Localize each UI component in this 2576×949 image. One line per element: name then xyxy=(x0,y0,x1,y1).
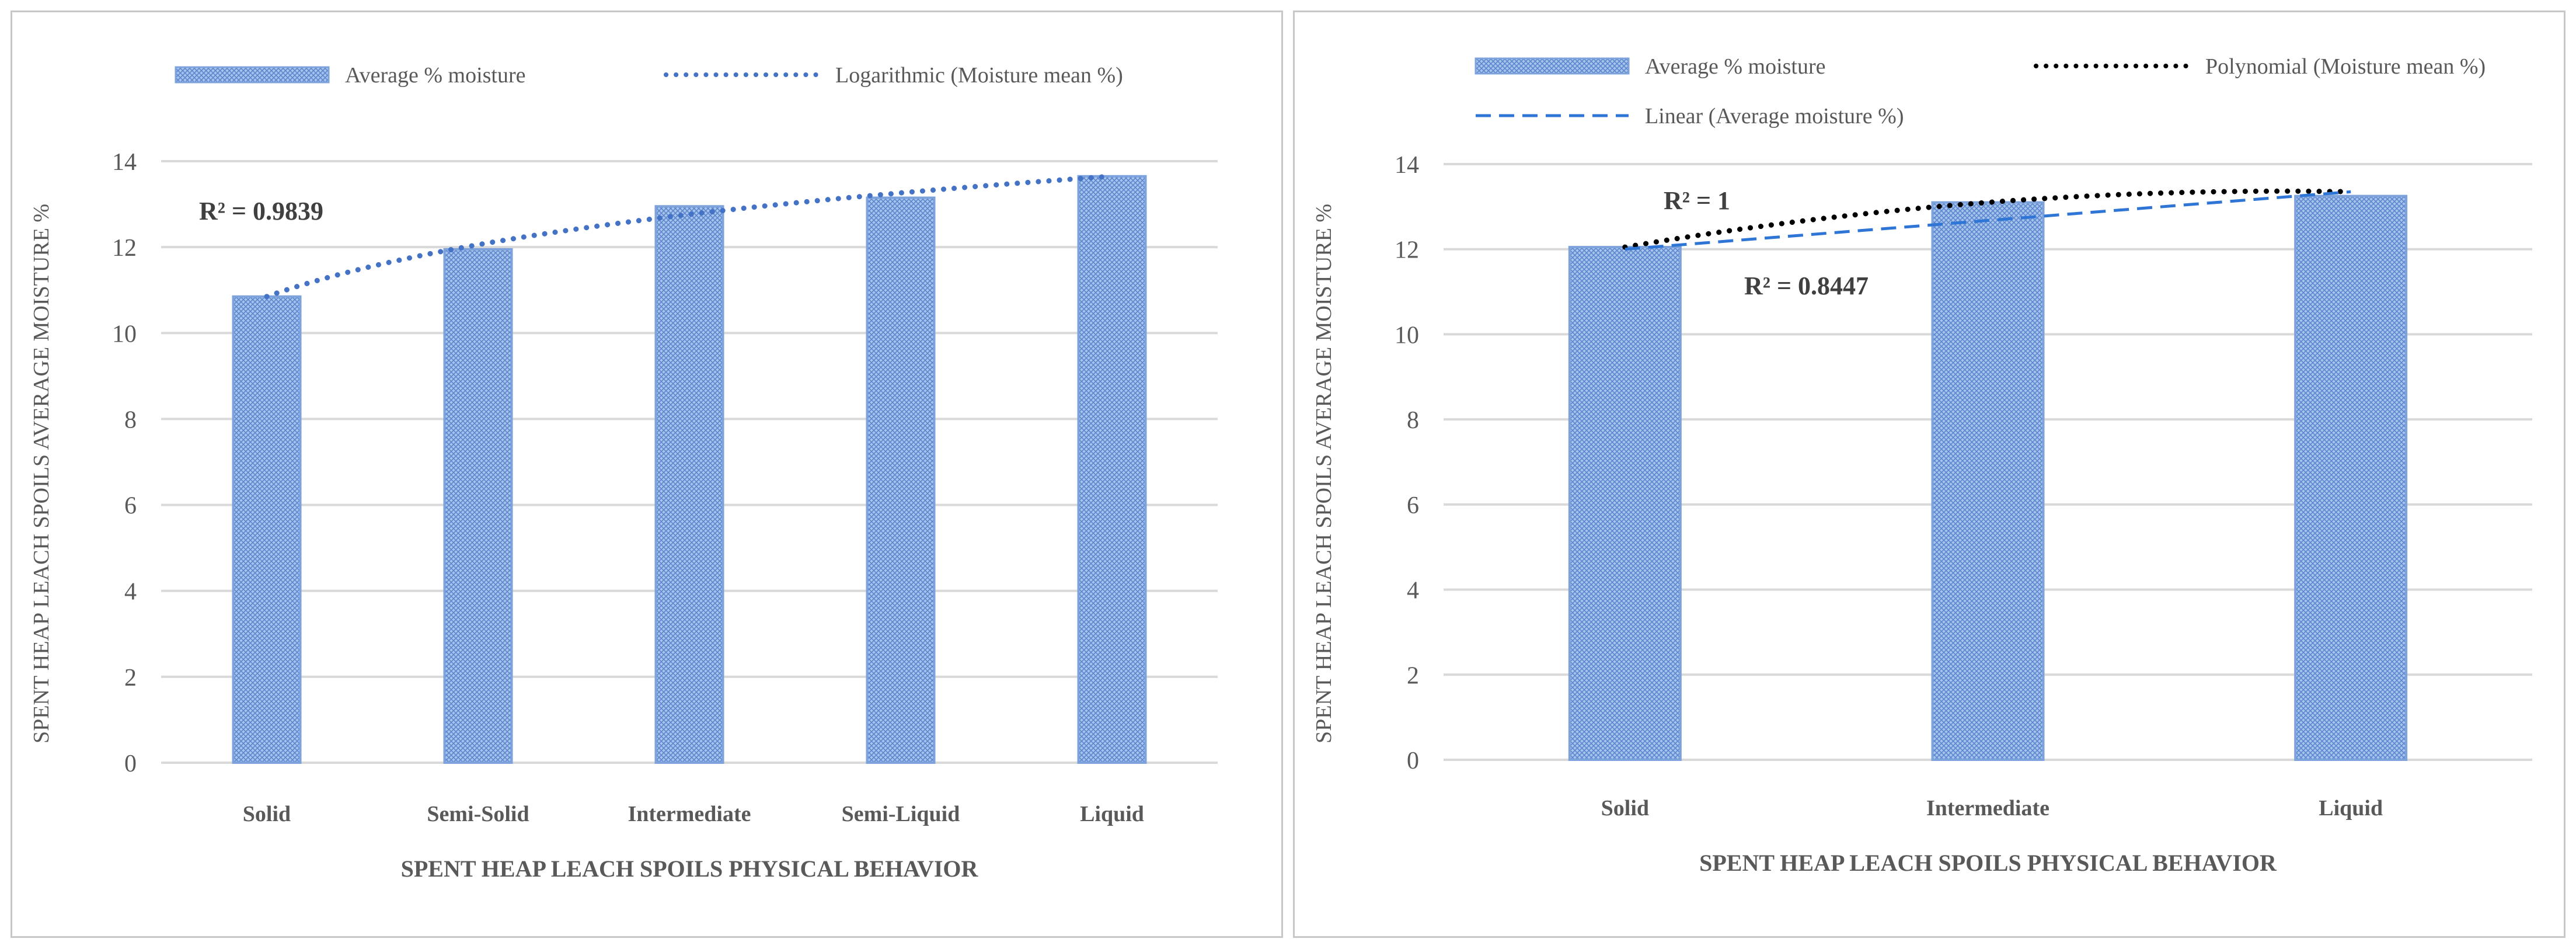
bar xyxy=(1568,246,1682,762)
x-tick-label: Liquid xyxy=(1080,802,1144,826)
r-squared-label: R² = 0.8447 xyxy=(1744,272,1869,300)
x-tick-label: Solid xyxy=(1601,796,1649,821)
bar xyxy=(443,248,513,764)
trendline-logarithmic xyxy=(264,173,1115,300)
y-tick-label: 6 xyxy=(1407,492,1419,519)
x-axis-title: SPENT HEAP LEACH SPOILS PHYSICAL BEHAVIO… xyxy=(1699,850,2277,876)
y-tick-label: 8 xyxy=(1407,407,1419,434)
y-tick-label: 14 xyxy=(1395,152,1419,179)
chart-panel-left: 0 2 4 6 8 10 12 14 Solid Semi-Solid Intermediate Se… xyxy=(11,11,1283,938)
y-tick-label: 6 xyxy=(124,493,137,520)
x-tick-label: Semi-Solid xyxy=(427,802,529,826)
x-tick-label: Semi-Liquid xyxy=(842,802,960,826)
y-tick-label: 8 xyxy=(124,406,137,433)
chart-panel-right: 0 2 4 6 8 10 12 14 Solid Intermediate Liquid R² = 1… xyxy=(1293,11,2565,938)
bar xyxy=(2294,194,2408,761)
trendline-linear xyxy=(1625,190,2351,251)
chart-left-svg: 0 2 4 6 8 10 12 14 Solid Semi-Solid Intermediate Se… xyxy=(29,63,1218,882)
bar xyxy=(654,205,724,764)
legend-label: Average % moisture xyxy=(1645,54,1826,79)
y-tick-label: 12 xyxy=(1395,237,1419,264)
legend-label: Linear (Average moisture %) xyxy=(1645,104,1904,128)
r-squared-label: R² = 1 xyxy=(1664,186,1730,215)
chart-right-svg: 0 2 4 6 8 10 12 14 Solid Intermediate Liquid R² = 1… xyxy=(1312,54,2532,876)
x-tick-label: Intermediate xyxy=(628,802,751,826)
y-tick-label: 4 xyxy=(1407,578,1419,604)
y-tick-label: 12 xyxy=(112,235,137,262)
legend-label: Logarithmic (Moisture mean %) xyxy=(835,63,1123,88)
y-tick-label: 0 xyxy=(1407,748,1419,774)
y-tick-label: 2 xyxy=(124,665,137,691)
y-tick-label: 10 xyxy=(112,321,137,347)
y-axis-title: SPENT HEAP LEACH SPOILS AVERAGE MOISTURE… xyxy=(29,204,54,743)
y-tick-label: 2 xyxy=(1407,662,1419,689)
x-tick-label: Intermediate xyxy=(1926,796,2049,821)
y-tick-label: 10 xyxy=(1395,322,1419,349)
bar xyxy=(1077,175,1147,764)
y-tick-label: 0 xyxy=(124,750,137,777)
y-tick-label: 4 xyxy=(124,579,137,606)
y-tick-label: 14 xyxy=(112,149,137,176)
bar xyxy=(1931,201,2045,762)
bar xyxy=(866,196,936,764)
x-tick-label: Liquid xyxy=(2319,796,2383,821)
r-squared-label: R² = 0.9839 xyxy=(199,197,323,225)
legend-swatch-bar xyxy=(1475,57,1630,75)
legend-swatch-bar xyxy=(175,66,330,84)
y-axis-title: SPENT HEAP LEACH SPOILS AVERAGE MOISTURE… xyxy=(1312,204,1336,743)
x-axis-title: SPENT HEAP LEACH SPOILS PHYSICAL BEHAVIO… xyxy=(401,856,979,882)
x-tick-label: Solid xyxy=(243,802,291,826)
legend-label: Average % moisture xyxy=(345,63,526,88)
bar xyxy=(232,295,302,764)
legend-label: Polynomial (Moisture mean %) xyxy=(2205,54,2486,79)
